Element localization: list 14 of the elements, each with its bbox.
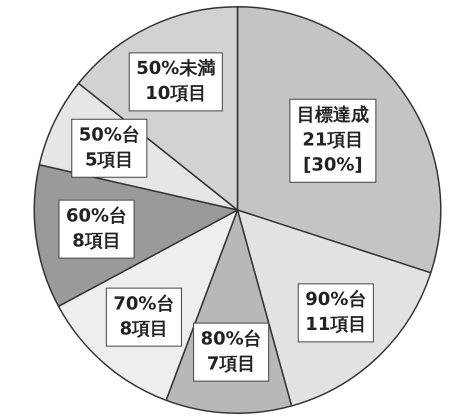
data-label: 8項目	[72, 230, 121, 252]
slice-label: 70%台	[113, 293, 174, 314]
data-label: 21項目 [30%]	[302, 129, 364, 176]
data-label: 7項目	[206, 353, 256, 374]
slice-label: 50%台	[78, 124, 140, 146]
slice-label: 80%台	[200, 328, 262, 350]
slice-label: 90%台	[305, 289, 366, 310]
data-label: 11項目	[305, 314, 366, 336]
data-label: 5項目	[85, 149, 134, 170]
data-label: 10項目	[145, 82, 206, 104]
slice-label: 60%台	[66, 205, 128, 226]
slice-label: 目標達成	[296, 104, 369, 126]
data-label: 8項目	[120, 318, 168, 340]
slice-label: 50%未満	[136, 58, 216, 79]
